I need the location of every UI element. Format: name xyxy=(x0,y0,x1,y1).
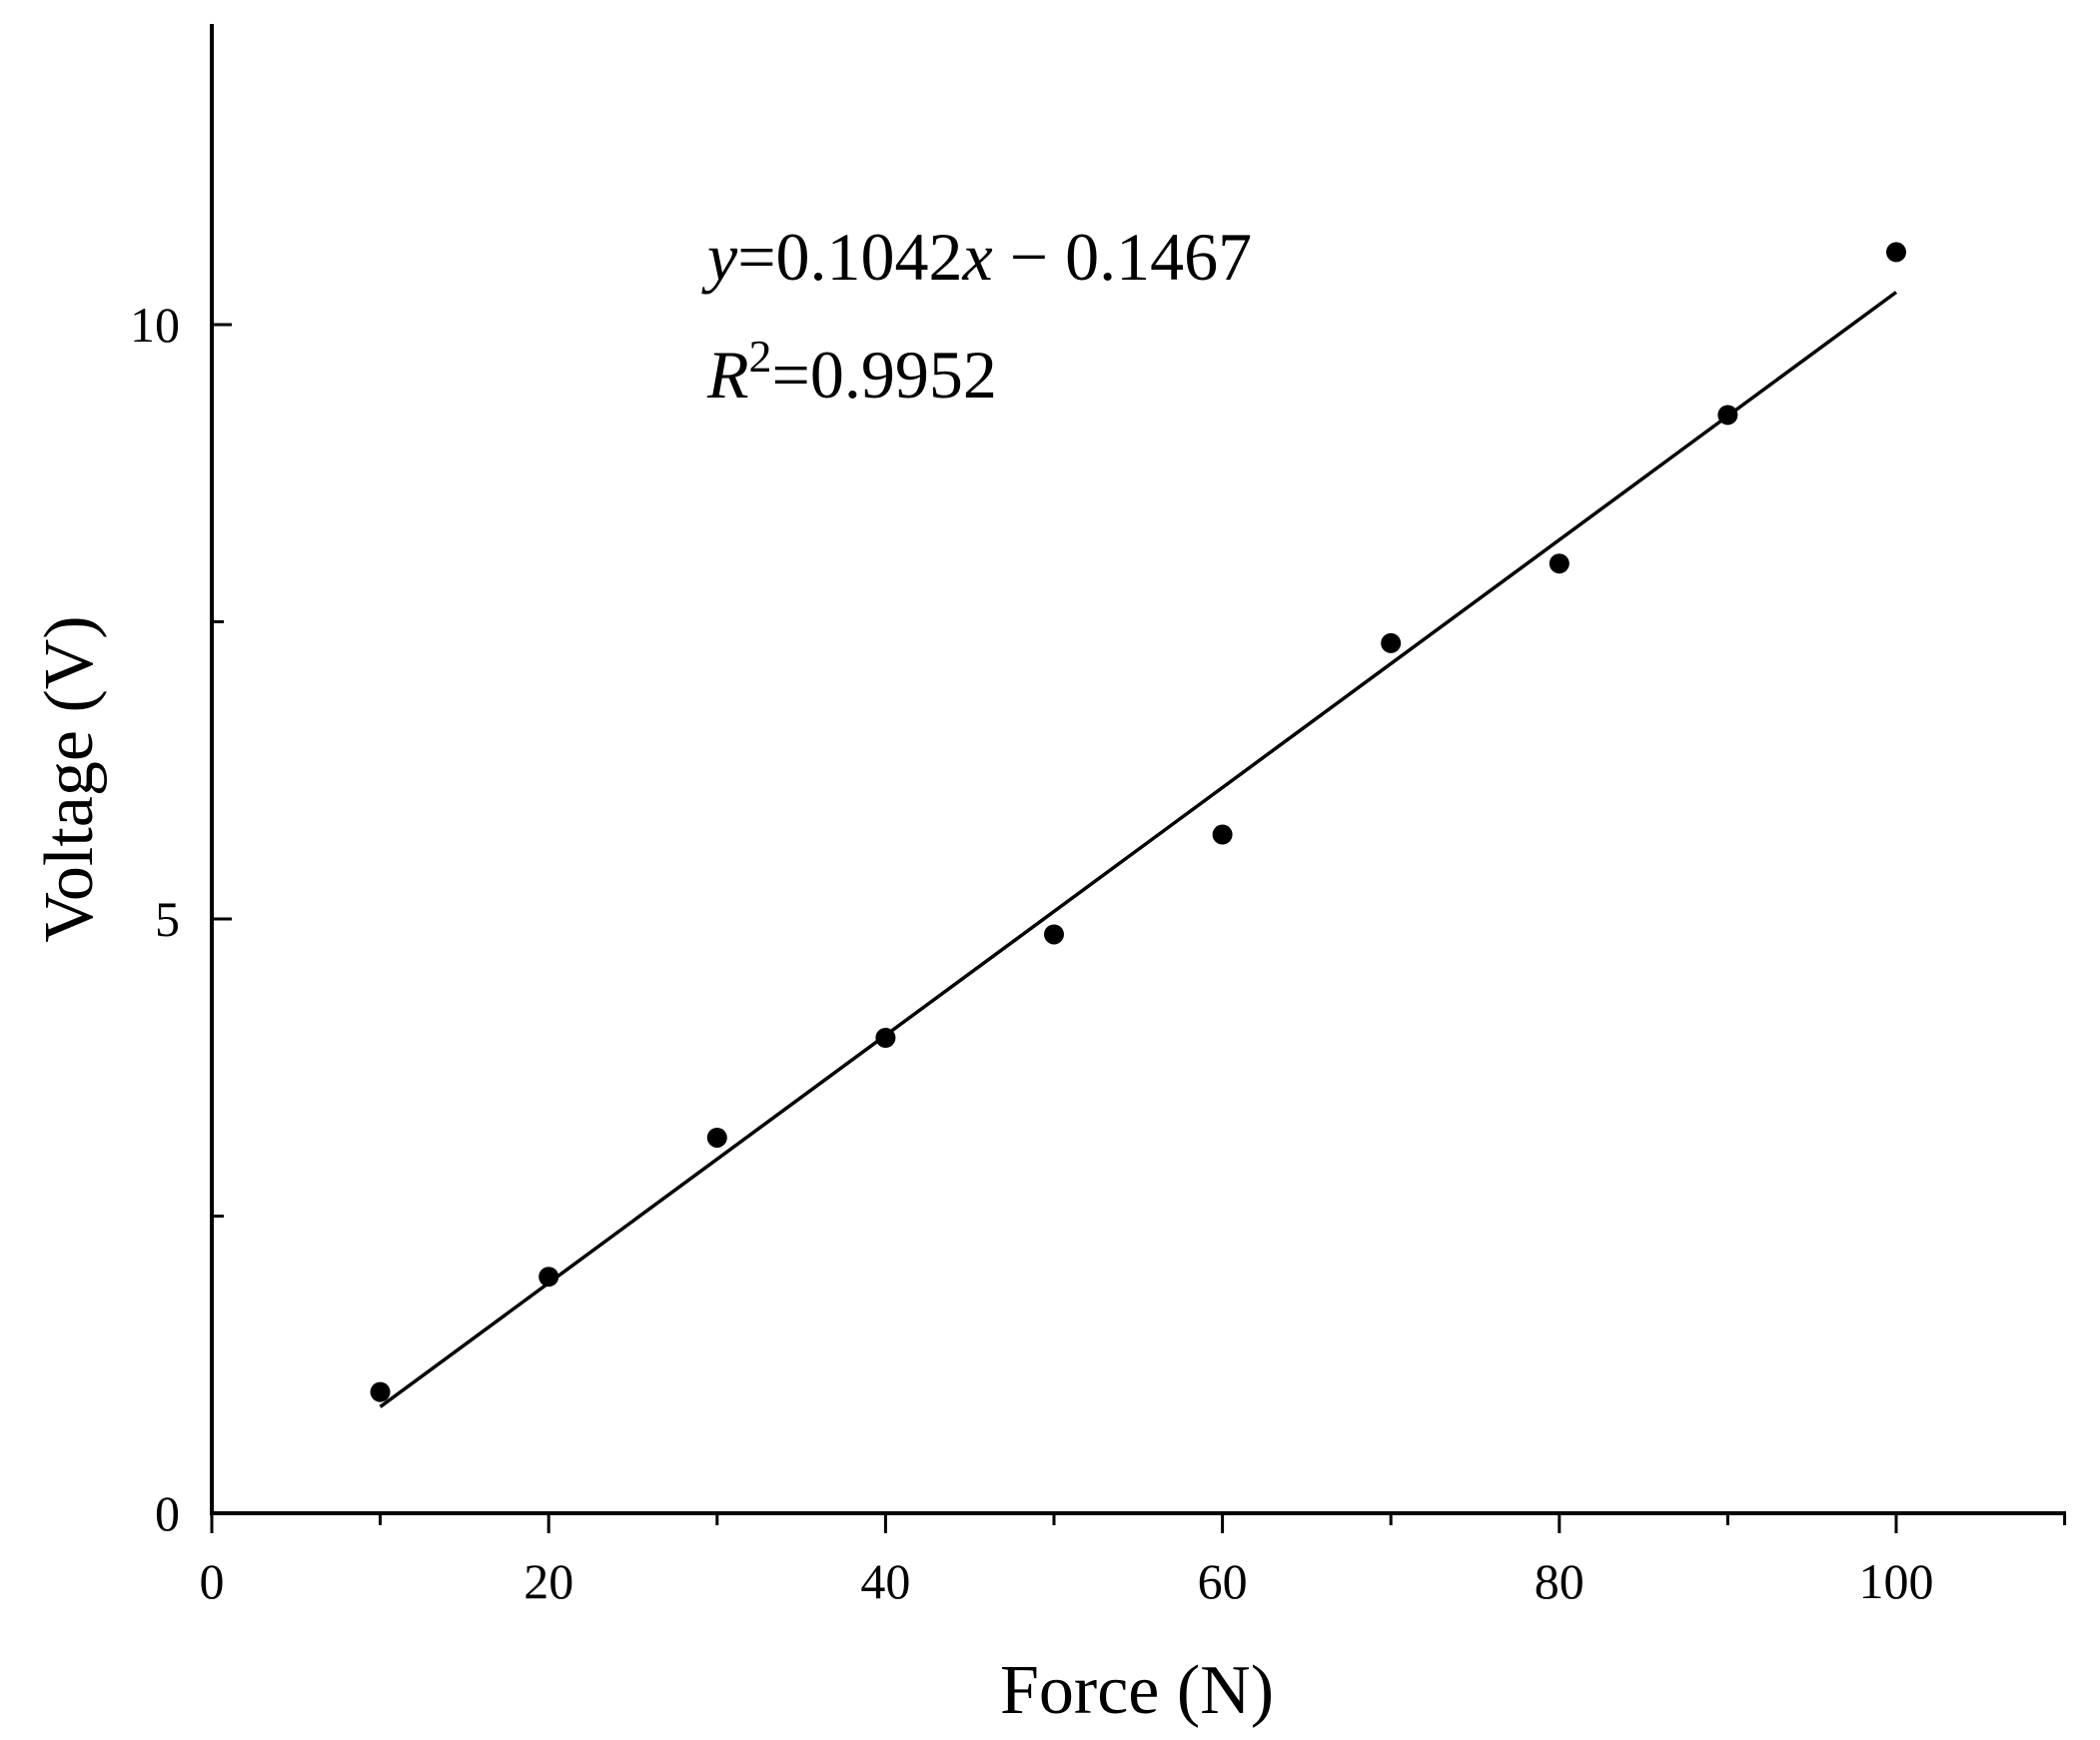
equation-y-var: y xyxy=(701,219,738,295)
equation-x-var: x xyxy=(962,219,993,295)
data-point xyxy=(1212,824,1233,845)
regression-equation: y=0.1042x − 0.1467 xyxy=(701,219,1252,295)
y-tick-label: 0 xyxy=(155,1485,180,1541)
axis-ticks xyxy=(210,323,2067,1533)
data-point xyxy=(1549,553,1570,574)
data-point xyxy=(706,1127,727,1148)
y-axis-title: Voltage (V) xyxy=(31,615,108,942)
data-point xyxy=(1381,632,1402,653)
x-tick-label: 20 xyxy=(524,1553,573,1609)
x-axis-title: Force (N) xyxy=(1000,1652,1274,1729)
data-point xyxy=(1044,924,1064,945)
data-point xyxy=(370,1381,391,1402)
data-point xyxy=(1717,405,1738,426)
r-squared-value: =0.9952 xyxy=(772,337,997,413)
equation-slope: =0.1042 xyxy=(737,219,962,295)
data-point xyxy=(538,1267,559,1288)
r-squared-annotation: R2=0.9952 xyxy=(706,331,997,413)
axis-tick-labels: 0 20 40 60 80 100 0 5 10 xyxy=(130,297,1934,1609)
data-point xyxy=(875,1028,896,1048)
y-tick-label: 10 xyxy=(130,297,180,353)
x-tick-label: 100 xyxy=(1859,1553,1934,1609)
data-point xyxy=(1886,242,1906,263)
x-tick-label: 80 xyxy=(1535,1553,1584,1609)
r-squared-r: R xyxy=(706,337,749,413)
y-tick-label: 5 xyxy=(155,891,180,947)
x-tick-label: 60 xyxy=(1198,1553,1248,1609)
x-tick-label: 40 xyxy=(860,1553,910,1609)
data-points xyxy=(370,242,1906,1402)
r-squared-exponent: 2 xyxy=(749,331,772,382)
regression-line xyxy=(379,291,1898,1408)
equation-intercept: − 0.1467 xyxy=(993,219,1252,295)
x-tick-label: 0 xyxy=(200,1553,225,1609)
